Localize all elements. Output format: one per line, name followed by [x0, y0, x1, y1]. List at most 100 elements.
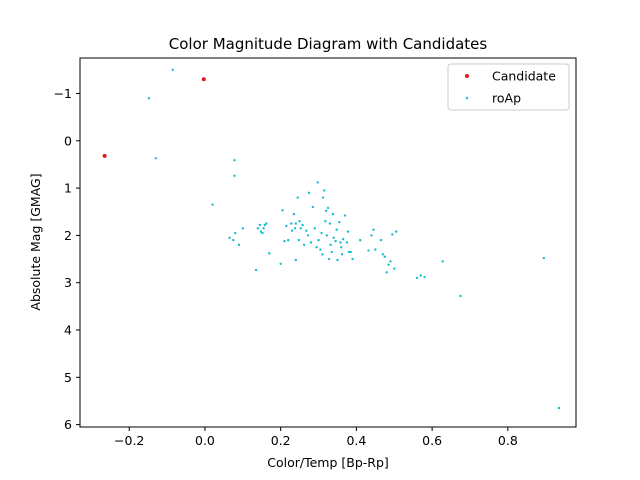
roap-point-3	[233, 158, 236, 162]
roap-point-70	[345, 241, 349, 244]
roap-point-74	[351, 257, 354, 261]
roap-point-33	[298, 220, 301, 223]
y-tick-label-6: 5	[64, 370, 72, 385]
roap-point-29	[294, 222, 298, 225]
roap-point-41	[311, 205, 315, 209]
roap-point-93	[459, 294, 462, 298]
candidate-point-1	[201, 77, 206, 82]
roap-point-72	[347, 250, 351, 254]
y-axis: −1 0 1 2 3 4 5 6	[54, 86, 80, 432]
roap-point-82	[383, 255, 386, 258]
x-tick-label-2: 0.2	[271, 433, 291, 448]
legend-label-candidate: Candidate	[492, 69, 556, 84]
roap-point-13	[258, 223, 262, 227]
plot-frame	[79, 57, 577, 428]
points-layer	[102, 68, 561, 410]
y-tick-label-3: 2	[64, 228, 72, 243]
roap-point-6	[228, 236, 231, 239]
roap-point-14	[259, 230, 263, 233]
roap-point-78	[372, 228, 375, 231]
roap-point-7	[232, 238, 235, 242]
roap-point-25	[290, 222, 293, 225]
roap-point-57	[329, 243, 332, 247]
roap-point-11	[254, 268, 258, 272]
y-tick-label-2: 1	[64, 181, 72, 196]
x-tick-label-4: 0.6	[422, 433, 442, 448]
roap-point-17	[263, 223, 266, 227]
roap-point-10	[241, 227, 245, 230]
roap-point-30	[294, 258, 298, 262]
legend: Candidate roAp	[447, 63, 570, 111]
roap-point-8	[234, 231, 237, 235]
roap-point-40	[309, 241, 313, 244]
roap-point-31	[296, 196, 299, 199]
roap-point-64	[338, 220, 341, 224]
roap-point-49	[321, 196, 325, 199]
roap-point-4	[233, 174, 236, 177]
roap-point-60	[332, 236, 335, 239]
y-tick-label-0: −1	[54, 86, 72, 101]
x-tick-label-3: 0.4	[346, 433, 366, 448]
roap-point-1	[147, 97, 151, 100]
roap-point-71	[346, 230, 350, 233]
roap-point-39	[307, 191, 311, 195]
legend-label-roap: roAp	[492, 91, 521, 106]
roap-point-95	[557, 406, 561, 410]
roap-point-55	[327, 257, 331, 261]
roap-point-89	[415, 276, 419, 280]
x-axis: −0.2 0.0 0.2 0.4 0.6 0.8	[114, 427, 518, 448]
roap-point-86	[391, 233, 394, 236]
roap-point-81	[381, 253, 385, 256]
roap-point-92	[441, 260, 444, 263]
roap-point-23	[285, 224, 288, 228]
roap-point-76	[367, 249, 370, 252]
roap-point-58	[330, 250, 333, 254]
roap-point-20	[279, 262, 282, 265]
roap-point-51	[324, 220, 327, 223]
roap-point-16	[262, 227, 265, 230]
roap-point-24	[287, 238, 290, 242]
roap-point-2	[154, 157, 157, 160]
roap-point-47	[320, 231, 323, 235]
roap-point-54	[326, 206, 330, 210]
legend-box	[447, 63, 570, 111]
roap-point-28	[293, 227, 297, 230]
roap-point-48	[321, 253, 324, 256]
roap-point-91	[423, 275, 426, 279]
roap-point-80	[379, 238, 383, 242]
legend-marker-candidate	[465, 74, 469, 78]
roap-point-53	[325, 234, 329, 237]
roap-point-45	[317, 238, 320, 242]
roap-point-77	[370, 234, 373, 237]
roap-point-75	[358, 238, 362, 242]
y-tick-label-7: 6	[64, 417, 72, 432]
roap-point-94	[542, 256, 546, 260]
y-axis-label: Absolute Mag [GMAG]	[28, 173, 43, 310]
roap-point-50	[323, 189, 326, 192]
roap-point-52	[324, 209, 328, 212]
roap-point-63	[336, 258, 339, 262]
candidate-point-0	[102, 153, 107, 158]
roap-point-19	[268, 252, 271, 255]
roap-point-22	[283, 239, 286, 243]
x-tick-label-5: 0.8	[498, 433, 518, 448]
roap-point-18	[265, 222, 268, 225]
roap-point-38	[306, 234, 310, 237]
x-tick-label-1: 0.0	[195, 433, 215, 448]
roap-point-35	[301, 223, 304, 227]
roap-point-9	[237, 243, 241, 247]
y-tick-label-5: 4	[64, 323, 72, 338]
roap-point-66	[340, 246, 343, 249]
roap-point-61	[334, 239, 337, 243]
roap-point-12	[256, 227, 260, 230]
roap-point-56	[328, 222, 332, 225]
roap-point-34	[299, 227, 302, 230]
roap-point-73	[349, 250, 352, 254]
roap-point-68	[341, 237, 345, 241]
roap-point-83	[385, 271, 388, 274]
roap-point-21	[281, 209, 284, 212]
roap-point-87	[393, 267, 396, 270]
roap-point-44	[316, 181, 319, 184]
roap-point-5	[211, 203, 214, 206]
